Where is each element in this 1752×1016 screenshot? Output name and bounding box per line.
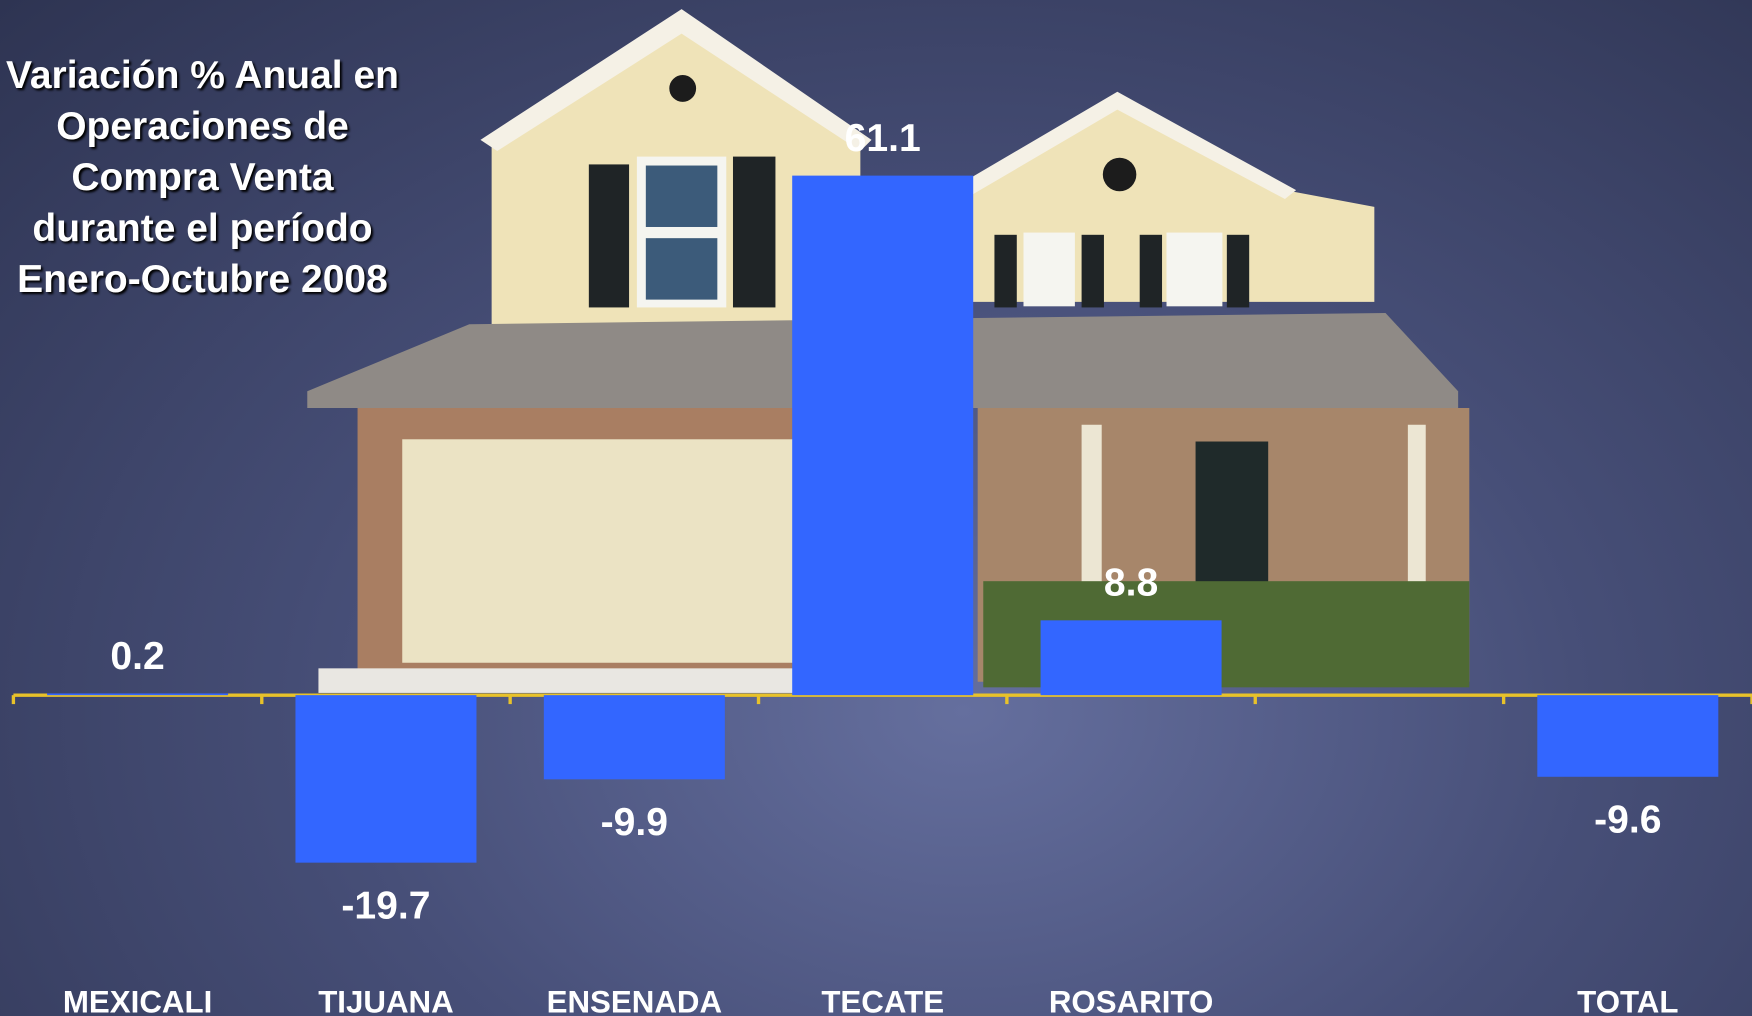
data-label: -19.7 [341,885,430,928]
bar [295,695,477,863]
x-tick-label: TECATE [821,984,944,1016]
bar [47,693,229,696]
bar [792,175,974,696]
bar [1537,695,1719,777]
x-tick-label: MEXICALI [63,984,212,1016]
chart-title: Variación % Anual en Operaciones de Comp… [5,54,399,301]
bar [1040,620,1222,696]
house-illustration [307,9,1470,693]
data-label: -9.6 [1594,799,1661,842]
x-tick-label: TOTAL [1577,984,1678,1016]
data-label: -9.9 [601,801,668,844]
data-label: 8.8 [1104,562,1158,605]
bar [543,695,725,780]
x-tick-label: ENSENADA [547,984,722,1016]
x-tick-label: TIJUANA [318,984,454,1016]
x-tick-label: ROSARITO [1049,984,1213,1016]
data-label: 61.1 [845,117,921,160]
data-label: 0.2 [110,635,164,678]
